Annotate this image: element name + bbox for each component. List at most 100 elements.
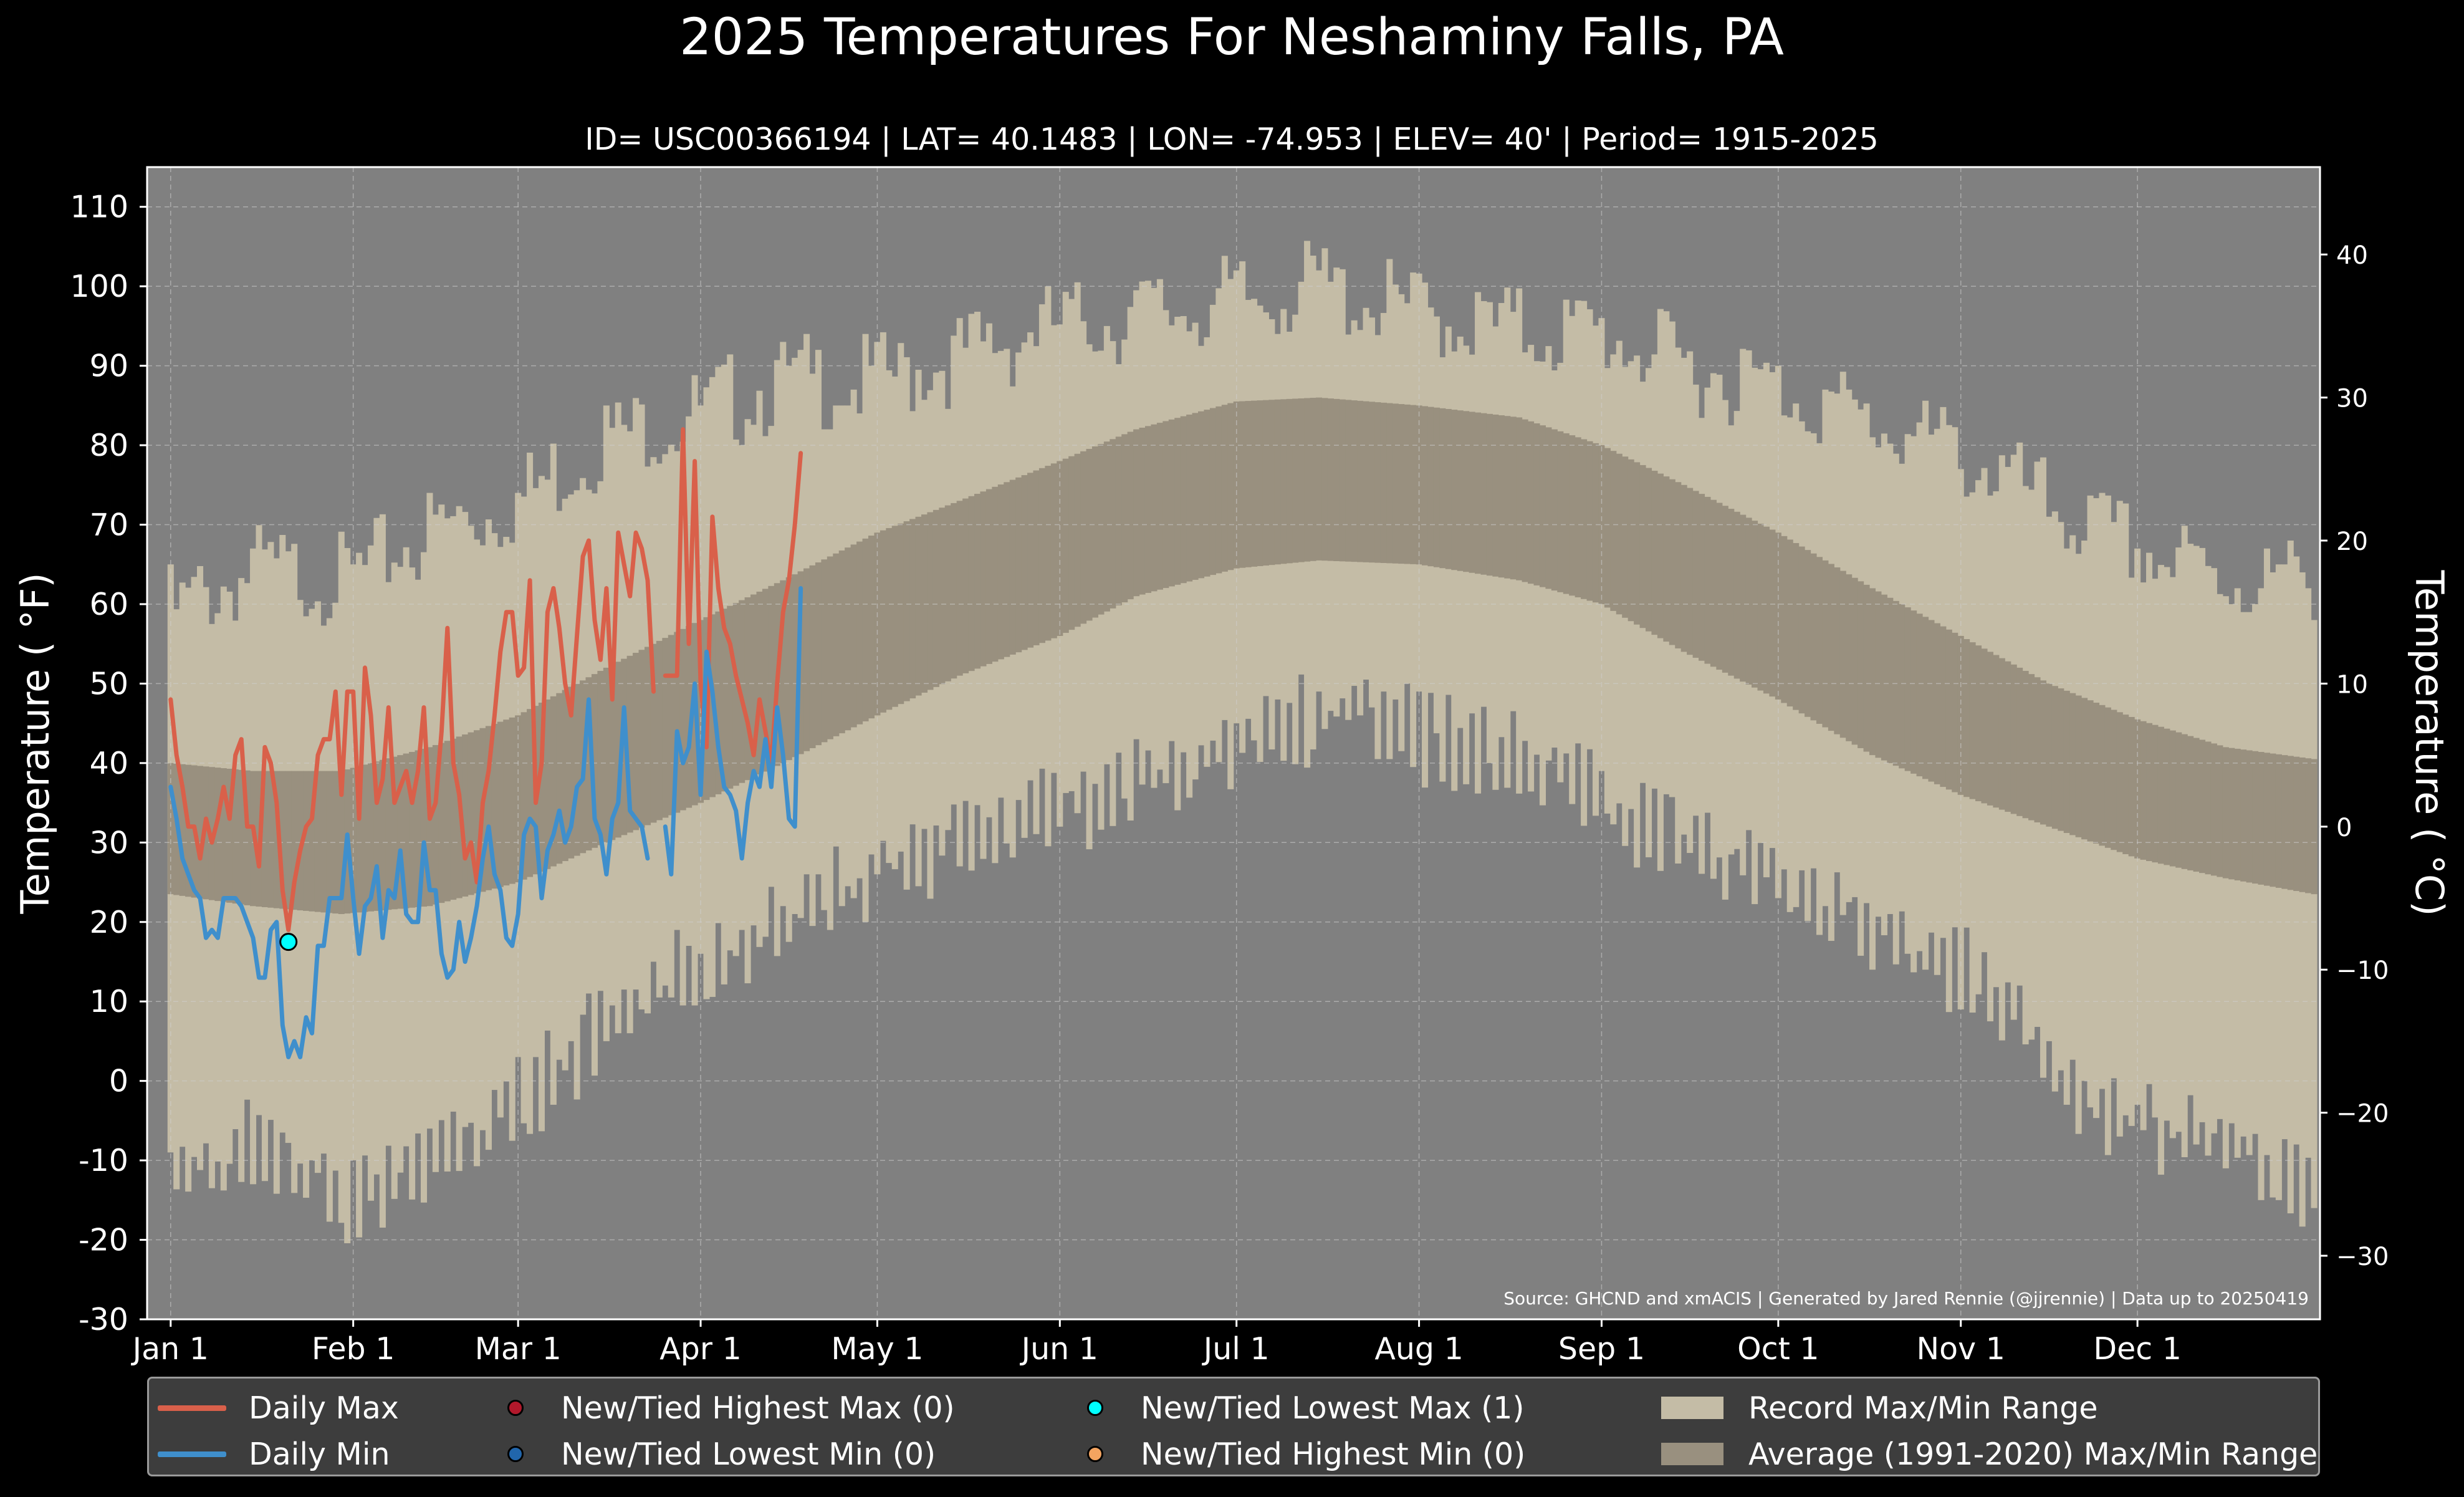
average-range-bar (1846, 574, 1853, 741)
average-range-bar (2275, 754, 2282, 888)
average-range-bar (1021, 475, 1028, 650)
average-range-bar (1745, 517, 1752, 685)
average-range-bar (962, 498, 969, 673)
average-range-bar (880, 530, 886, 713)
average-range-bar (944, 505, 951, 681)
average-range-bar (2051, 686, 2058, 829)
average-range-bar (898, 523, 904, 705)
average-range-bar (732, 603, 739, 786)
y-tick-label: 40 (90, 746, 128, 781)
average-range-bar (585, 677, 592, 851)
average-range-bar (1687, 488, 1694, 655)
average-range-bar (638, 650, 645, 828)
legend-item-new-tied-lowest-max-1: New/Tied Lowest Max (1) (1087, 1388, 1525, 1428)
average-range-bar (1646, 468, 1652, 632)
average-range-bar (633, 653, 640, 830)
average-range-bar (1115, 436, 1122, 605)
record-marker-lowest-max (279, 933, 298, 951)
legend-label: New/Tied Lowest Max (1) (1141, 1390, 1525, 1426)
average-range-bar (1969, 642, 1976, 799)
y-tick-label: 60 (90, 587, 128, 622)
average-range-bar (821, 559, 828, 743)
y-tick-label: 30 (90, 825, 128, 860)
record-range-bar (326, 618, 333, 1222)
legend-label: Average (1991-2020) Max/Min Range (1748, 1436, 2318, 1472)
average-range-bar (467, 732, 474, 895)
average-range-bar (1557, 431, 1564, 592)
average-range-bar (1262, 400, 1269, 566)
y2-tick-label: 30 (2336, 385, 2368, 413)
x-tick-label: Jan 1 (131, 1331, 209, 1367)
average-range-bar (2122, 715, 2129, 855)
average-range-bar (1699, 494, 1705, 661)
average-range-bar (167, 763, 174, 895)
average-range-bar (385, 758, 392, 910)
average-range-bar (727, 605, 734, 789)
average-range-bar (1486, 413, 1493, 576)
average-range-bar (1822, 560, 1829, 728)
average-range-bar (391, 756, 398, 910)
average-range-bar (1439, 408, 1446, 569)
average-range-bar (1015, 477, 1022, 653)
y-tick-label: 50 (90, 666, 128, 701)
average-range-bar (1810, 553, 1817, 721)
average-range-bar (367, 763, 375, 912)
average-range-bar (1828, 564, 1834, 731)
average-range-bar (968, 496, 975, 671)
average-range-bar (1904, 607, 1911, 771)
average-range-bar (1004, 482, 1010, 657)
average-range-bar (1581, 439, 1588, 599)
average-range-bar (1575, 437, 1581, 598)
legend-item-daily-min: Daily Min (158, 1434, 390, 1474)
record-range-bar (2075, 554, 2082, 1134)
average-range-bar (1433, 407, 1440, 567)
average-range-bar (1280, 399, 1287, 564)
average-range-bar (1522, 419, 1528, 582)
average-range-bar (762, 589, 769, 772)
legend-item-new-tied-lowest-min-0: New/Tied Lowest Min (0) (507, 1434, 936, 1474)
source-note: Source: GHCND and xmACIS | Generated by … (1503, 1288, 2309, 1309)
y-tick-label: 0 (109, 1064, 128, 1099)
average-range-bar (1793, 542, 1800, 710)
average-range-bar (1038, 468, 1045, 643)
average-range-bar (179, 764, 186, 896)
average-range-bar (1162, 421, 1169, 589)
average-range-bar (921, 514, 928, 693)
average-range-bar (1940, 626, 1947, 787)
y2-tick-label: −30 (2336, 1243, 2389, 1271)
average-range-bar (1298, 398, 1305, 562)
average-range-bar (1386, 403, 1393, 564)
average-range-bar (1916, 614, 1923, 777)
average-range-bar (615, 662, 621, 838)
average-range-bar (503, 720, 510, 886)
record-range-bar (1439, 357, 1446, 782)
average-range-bar (1993, 655, 2000, 808)
legend-label: New/Tied Lowest Min (0) (561, 1436, 936, 1472)
average-range-bar (2140, 721, 2147, 860)
average-range-bar (1769, 529, 1776, 697)
average-range-bar (1592, 443, 1599, 603)
average-range-bar (792, 574, 798, 758)
average-range-bar (1586, 441, 1593, 601)
average-range-bar (309, 771, 315, 912)
average-range-bar (1139, 427, 1146, 595)
average-range-bar (1945, 629, 1952, 790)
average-range-bar (997, 484, 1004, 660)
average-range-bar (1498, 415, 1505, 578)
average-range-bar (397, 755, 404, 909)
average-range-bar (803, 568, 810, 751)
average-range-bar (1045, 466, 1052, 641)
average-range-bar (556, 693, 563, 864)
average-range-bar (573, 683, 580, 856)
average-range-bar (450, 738, 457, 900)
average-range-bar (297, 771, 304, 911)
average-range-bar (1516, 417, 1523, 580)
y-tick-label: 10 (90, 984, 128, 1019)
average-range-bar (668, 635, 674, 816)
average-range-bar (621, 658, 628, 835)
average-range-bar (303, 771, 310, 911)
x-tick-label: Nov 1 (1917, 1331, 2005, 1367)
average-range-bar (785, 577, 792, 761)
average-range-bar (951, 503, 957, 679)
average-range-bar (2087, 700, 2094, 842)
